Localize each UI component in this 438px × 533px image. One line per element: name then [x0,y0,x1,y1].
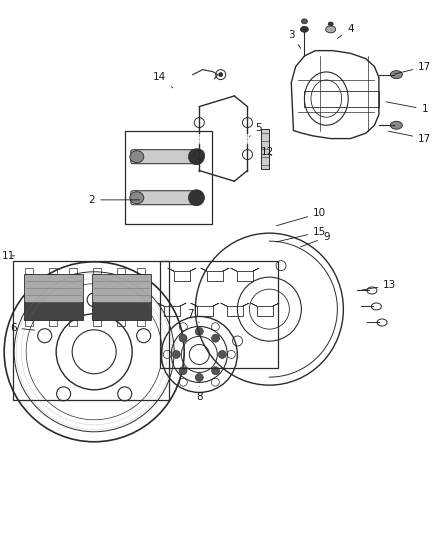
Bar [137,320,145,326]
Text: 1: 1 [386,102,428,114]
Text: 17: 17 [388,131,431,143]
Ellipse shape [300,26,308,33]
Text: 14: 14 [153,72,173,88]
Circle shape [179,367,187,375]
Bar [92,302,151,320]
Bar [13,261,169,400]
Bar [125,131,212,224]
FancyBboxPatch shape [131,191,201,205]
Ellipse shape [301,19,307,24]
Circle shape [218,350,226,359]
Text: 9: 9 [300,232,330,247]
Ellipse shape [328,22,333,26]
Circle shape [219,72,223,77]
Bar [49,269,57,274]
Bar [69,320,77,326]
Bar [49,320,57,326]
Text: 6: 6 [10,323,35,333]
Circle shape [188,190,205,206]
Bar [92,274,151,302]
Text: 10: 10 [276,208,326,226]
Bar [24,274,83,302]
Bar [304,91,379,107]
Circle shape [172,350,180,359]
Text: 17: 17 [395,62,431,74]
Circle shape [179,334,187,342]
Text: 12: 12 [261,147,274,157]
Bar [117,320,125,326]
Bar [69,269,77,274]
FancyBboxPatch shape [131,150,201,164]
Bar [25,269,33,274]
Circle shape [212,367,219,375]
Bar [93,320,101,326]
Circle shape [212,334,219,342]
Ellipse shape [326,26,336,33]
Circle shape [188,149,205,165]
Text: 3: 3 [288,30,300,49]
Text: 15: 15 [276,227,326,242]
Bar [261,129,269,169]
Ellipse shape [130,151,144,163]
Bar [237,271,253,281]
Bar [227,306,243,316]
Bar [24,302,83,320]
Bar [117,269,125,274]
Bar [164,306,180,316]
Ellipse shape [390,121,403,130]
Bar [137,269,145,274]
Bar [93,269,101,274]
Text: 7: 7 [187,310,199,322]
Bar [257,306,273,316]
Text: 8: 8 [196,386,203,402]
Text: 13: 13 [362,280,396,290]
Bar [207,271,223,281]
Bar [174,271,190,281]
Bar [160,261,278,368]
Bar [25,320,33,326]
Bar [197,306,213,316]
Text: 5: 5 [250,123,262,136]
Circle shape [195,374,203,382]
Text: 11: 11 [2,251,15,261]
Text: 4: 4 [337,25,354,38]
Ellipse shape [390,70,403,79]
Ellipse shape [130,192,144,204]
Circle shape [195,327,203,335]
Text: 2: 2 [88,195,140,205]
